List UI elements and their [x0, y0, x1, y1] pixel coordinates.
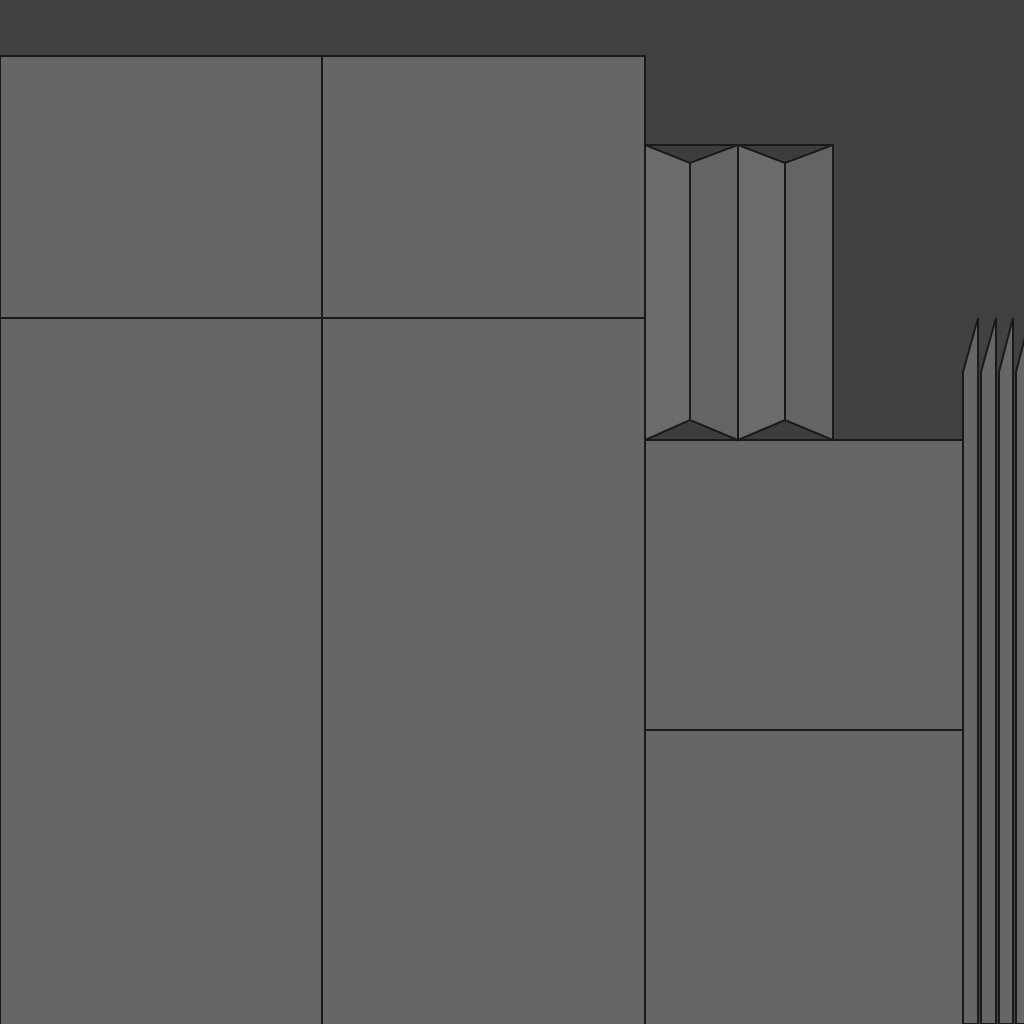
fin-strip-1[interactable]	[962, 317, 979, 1024]
left-panel-grid	[0, 55, 646, 1024]
fin-strip-3[interactable]	[998, 317, 1014, 1024]
accordion-fold-2[interactable]	[689, 143, 739, 442]
accordion-fold-1[interactable]	[644, 143, 691, 442]
grid-cell-b1[interactable]	[0, 317, 323, 1024]
accordion-fold-stack	[644, 143, 834, 442]
grid-cell-a1[interactable]	[0, 55, 323, 319]
fin-strip-2[interactable]	[980, 317, 997, 1024]
right-lower-panel-stack	[644, 439, 964, 1024]
accordion-fold-3[interactable]	[737, 143, 786, 442]
accordion-fold-4[interactable]	[784, 143, 834, 442]
grid-cell-a2[interactable]	[321, 55, 646, 319]
fin-strip-4[interactable]	[1015, 318, 1024, 1024]
vertical-fin-strips	[962, 317, 1024, 1024]
right-panel-upper[interactable]	[644, 439, 964, 731]
right-panel-lower[interactable]	[644, 729, 964, 1024]
grid-cell-b2[interactable]	[321, 317, 646, 1024]
